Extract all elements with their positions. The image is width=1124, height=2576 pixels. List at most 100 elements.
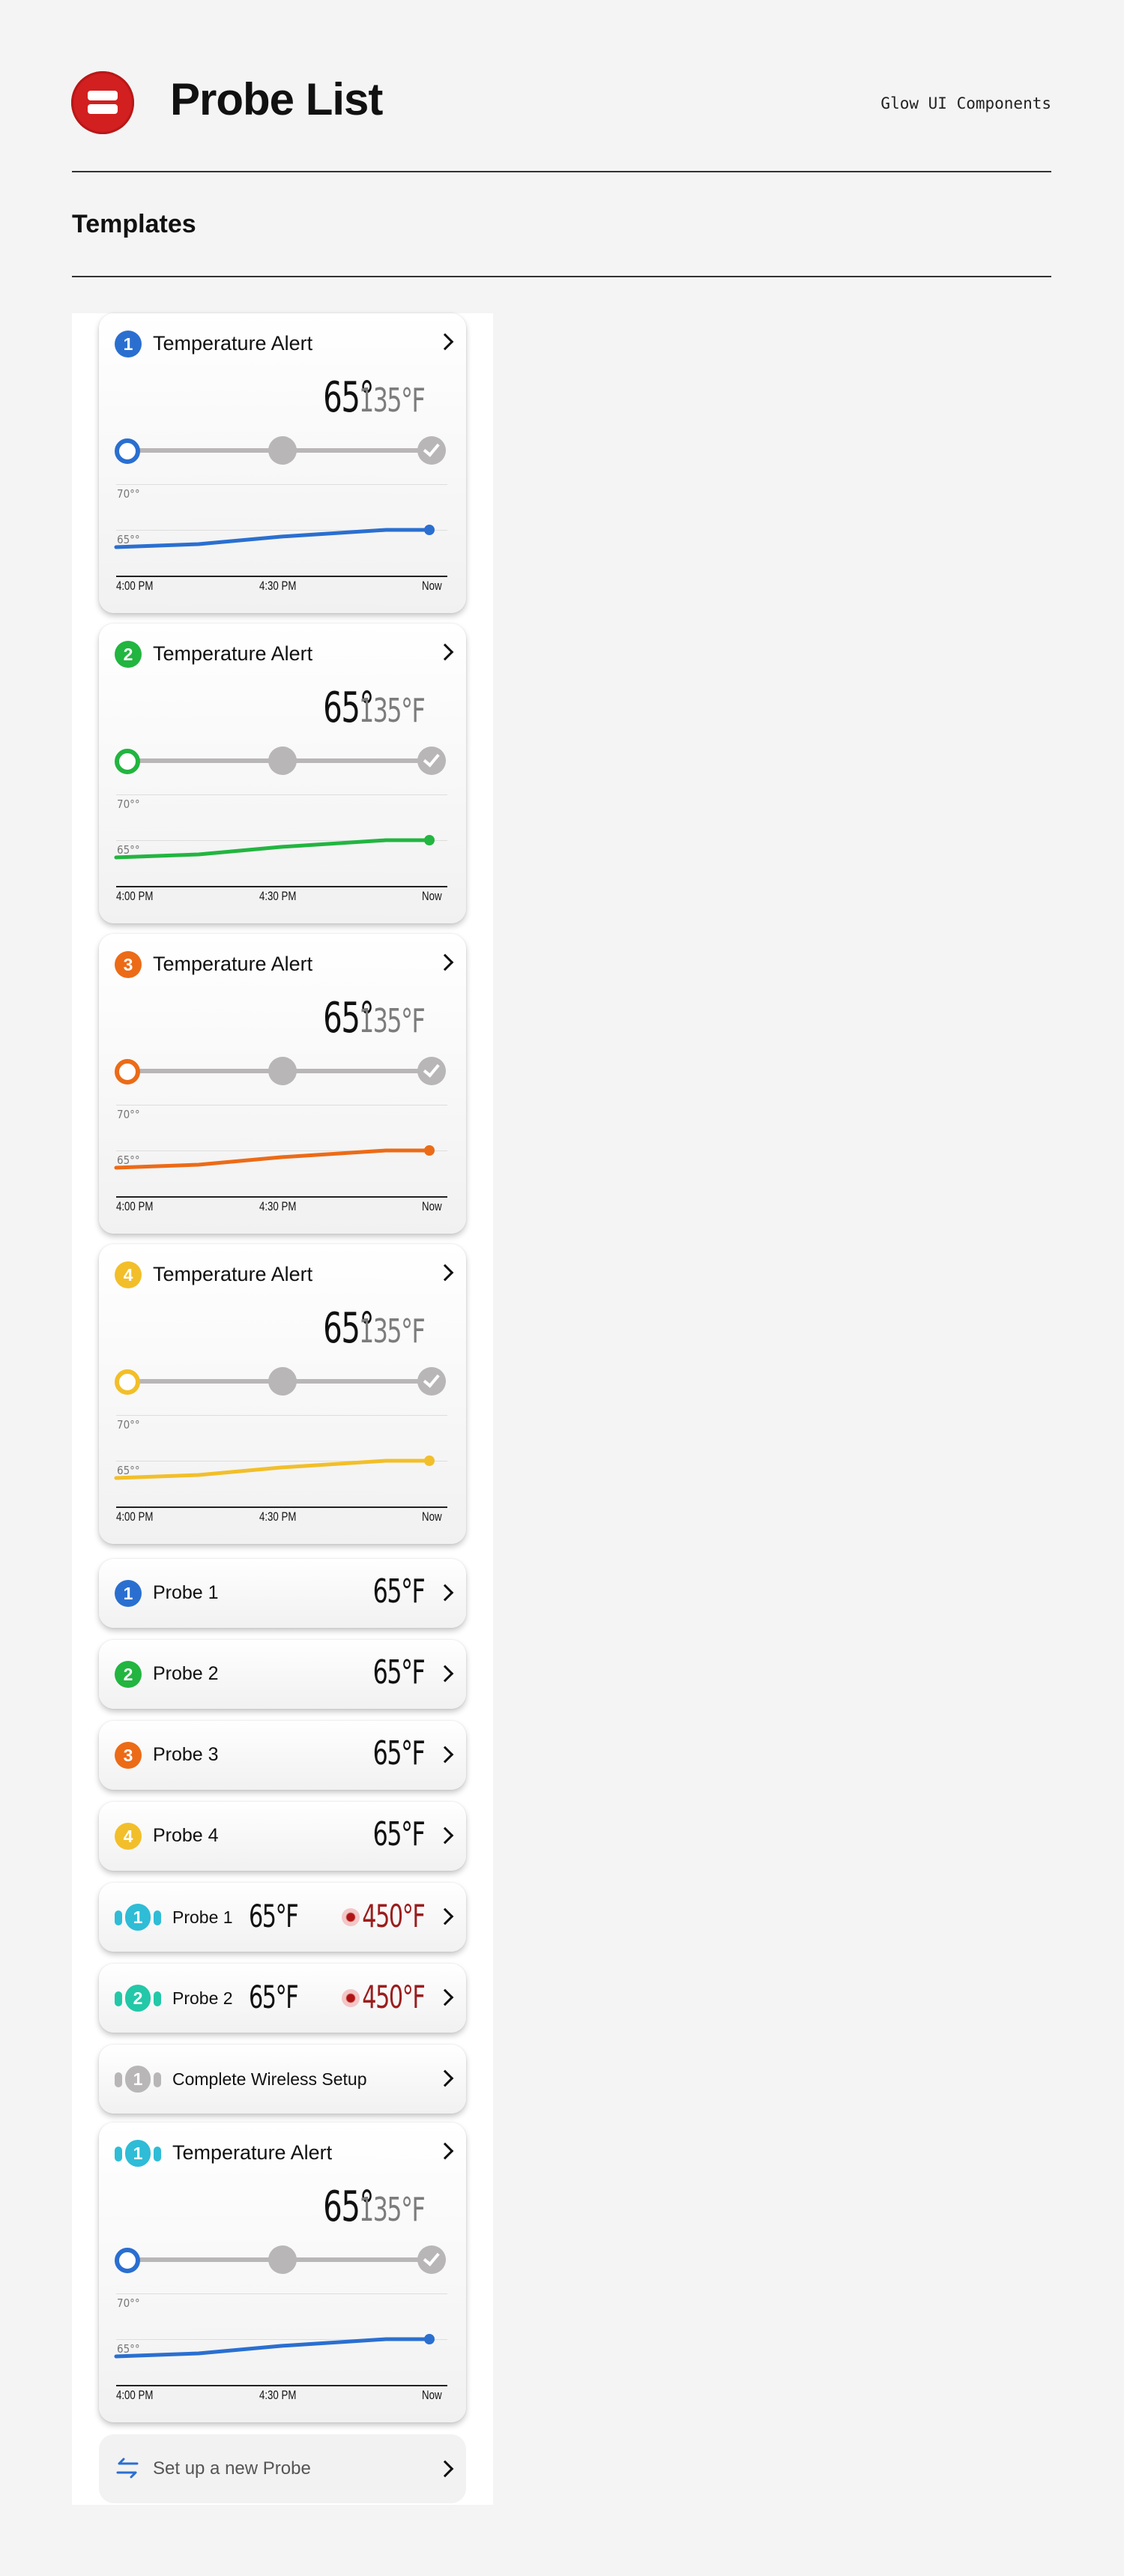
ambient-temp: 450°F [361,1979,425,2015]
x-axis-line [116,1506,447,1508]
gridline [116,2339,447,2340]
glow-logo-icon [71,71,134,134]
wireless-probe-row-1[interactable]: 1 Probe 1 65°F 450°F [99,1883,466,1952]
temperature-alert-card-probe-2[interactable]: 2 Temperature Alert 65° 135°F 70°° 65°° 4… [99,624,466,923]
heat-icon [342,1989,360,2007]
setup-label: Complete Wireless Setup [172,2069,367,2089]
probe-badge: 3 [115,1742,142,1769]
probe-name: Probe 1 [172,1907,233,1927]
x-axis-line [116,2385,447,2386]
x-axis-label: 4:30 PM [259,2388,297,2402]
probe-name: Probe 1 [153,1582,219,1603]
chevron-right-icon [436,1584,454,1602]
temperature-alert-card-probe-4[interactable]: 4 Temperature Alert 65° 135°F 70°° 65°° 4… [99,1244,466,1544]
chevron-right-icon [436,2069,454,2087]
divider [72,171,1051,172]
probe-badge: 2 [115,641,142,668]
y-axis-label: 65°° [117,843,140,857]
temperature-sparkline [114,525,435,549]
progress-start-marker [115,2248,140,2273]
card-title: Temperature Alert [153,642,313,665]
chevron-right-icon [436,1746,454,1764]
probe-name: Probe 2 [172,1988,233,2008]
x-axis-line [116,1196,447,1198]
temperature-sparkline [114,1456,435,1480]
probe-name: Probe 4 [153,1825,219,1846]
probe-name: Probe 3 [153,1744,219,1765]
temperature-alert-card-probe-3[interactable]: 3 Temperature Alert 65° 135°F 70°° 65°° 4… [99,934,466,1234]
progress-end-marker [417,1367,446,1396]
complete-wireless-setup-row[interactable]: 1 Complete Wireless Setup [99,2045,466,2114]
chevron-right-icon [436,1907,454,1925]
temperature-alert-card-probe-1[interactable]: 1 Temperature Alert 65° 135°F 70°° 65°° 4… [99,313,466,613]
temperature-sparkline [114,1145,435,1170]
gridline [116,840,447,841]
ambient-temp: 450°F [361,1898,425,1934]
gridline [116,794,447,795]
temperature-sparkline [114,835,435,860]
card-title: Temperature Alert [153,332,313,355]
current-temp: 65° [323,1304,375,1353]
temperature-readout: 65° 135°F [303,684,450,732]
x-axis-line [116,576,447,577]
divider [72,276,1051,277]
probe-row-3[interactable]: 3 Probe 3 65°F [99,1721,466,1790]
progress-mid-marker [268,746,297,775]
progress-mid-marker [268,436,297,465]
brand-label: Glow UI Components [880,94,1051,112]
progress-mid-marker [268,2245,297,2274]
gridline [116,1150,447,1151]
x-axis-label: 4:30 PM [259,889,297,903]
probe-badge: 4 [115,1261,142,1288]
x-axis-label: Now [422,1509,442,1524]
probe-temp: 65°F [372,1653,425,1692]
y-axis-label: 65°° [117,2342,140,2356]
wireless-probe-icon: 1 [115,2140,161,2167]
probe-row-2[interactable]: 2 Probe 2 65°F [99,1640,466,1709]
page-title: Probe List [170,74,383,124]
temperature-readout: 65° 135°F [303,2183,450,2231]
checkmark-icon [423,1060,440,1078]
probe-temp: 65°F [372,1734,425,1773]
temperature-readout: 65° 135°F [303,1304,450,1353]
probe-badge: 2 [115,1661,142,1688]
probe-temp: 65°F [372,1572,425,1611]
chevron-right-icon [436,2460,454,2478]
probe-name: Probe 2 [153,1663,219,1684]
current-temp: 65° [323,373,375,422]
x-axis-label: Now [422,889,442,903]
x-axis-label: Now [422,579,442,593]
target-temp: 135°F [358,2191,426,2229]
wireless-probe-row-2[interactable]: 2 Probe 2 65°F 450°F [99,1964,466,2033]
wireless-probe-icon: 2 [115,1985,161,2012]
probe-row-1[interactable]: 1 Probe 1 65°F [99,1559,466,1628]
heat-icon [342,1908,360,1926]
x-axis-line [116,886,447,887]
x-axis-label: 4:00 PM [116,889,154,903]
x-axis-label: 4:30 PM [259,579,297,593]
probe-row-4[interactable]: 4 Probe 4 65°F [99,1802,466,1871]
y-axis-label: 65°° [117,1153,140,1167]
probe-temp: 65°F [372,1815,425,1853]
gridline [116,1461,447,1462]
temperature-readout: 65° 135°F [303,994,450,1043]
gridline [116,484,447,485]
setup-new-probe-row[interactable]: Set up a new Probe [99,2434,466,2503]
current-temp: 65° [323,684,375,732]
gridline [116,1415,447,1416]
wireless-probe-icon: 1 [115,2066,161,2093]
y-axis-label: 70°° [117,487,140,501]
wireless-temperature-alert-card[interactable]: 1 Temperature Alert 65° 135°F 70°° 65°° 4… [99,2123,466,2422]
x-axis-label: Now [422,1199,442,1213]
card-title: Temperature Alert [153,1263,313,1285]
y-axis-label: 70°° [117,797,140,811]
chevron-right-icon [436,1665,454,1683]
wireless-probe-icon: 1 [115,1904,161,1931]
probe-temp: 65°F [249,1979,299,2015]
checkmark-icon [423,749,440,767]
target-temp: 135°F [358,381,426,420]
x-axis-label: 4:00 PM [116,2388,154,2402]
progress-end-marker [417,1057,446,1085]
target-temp: 135°F [358,692,426,730]
